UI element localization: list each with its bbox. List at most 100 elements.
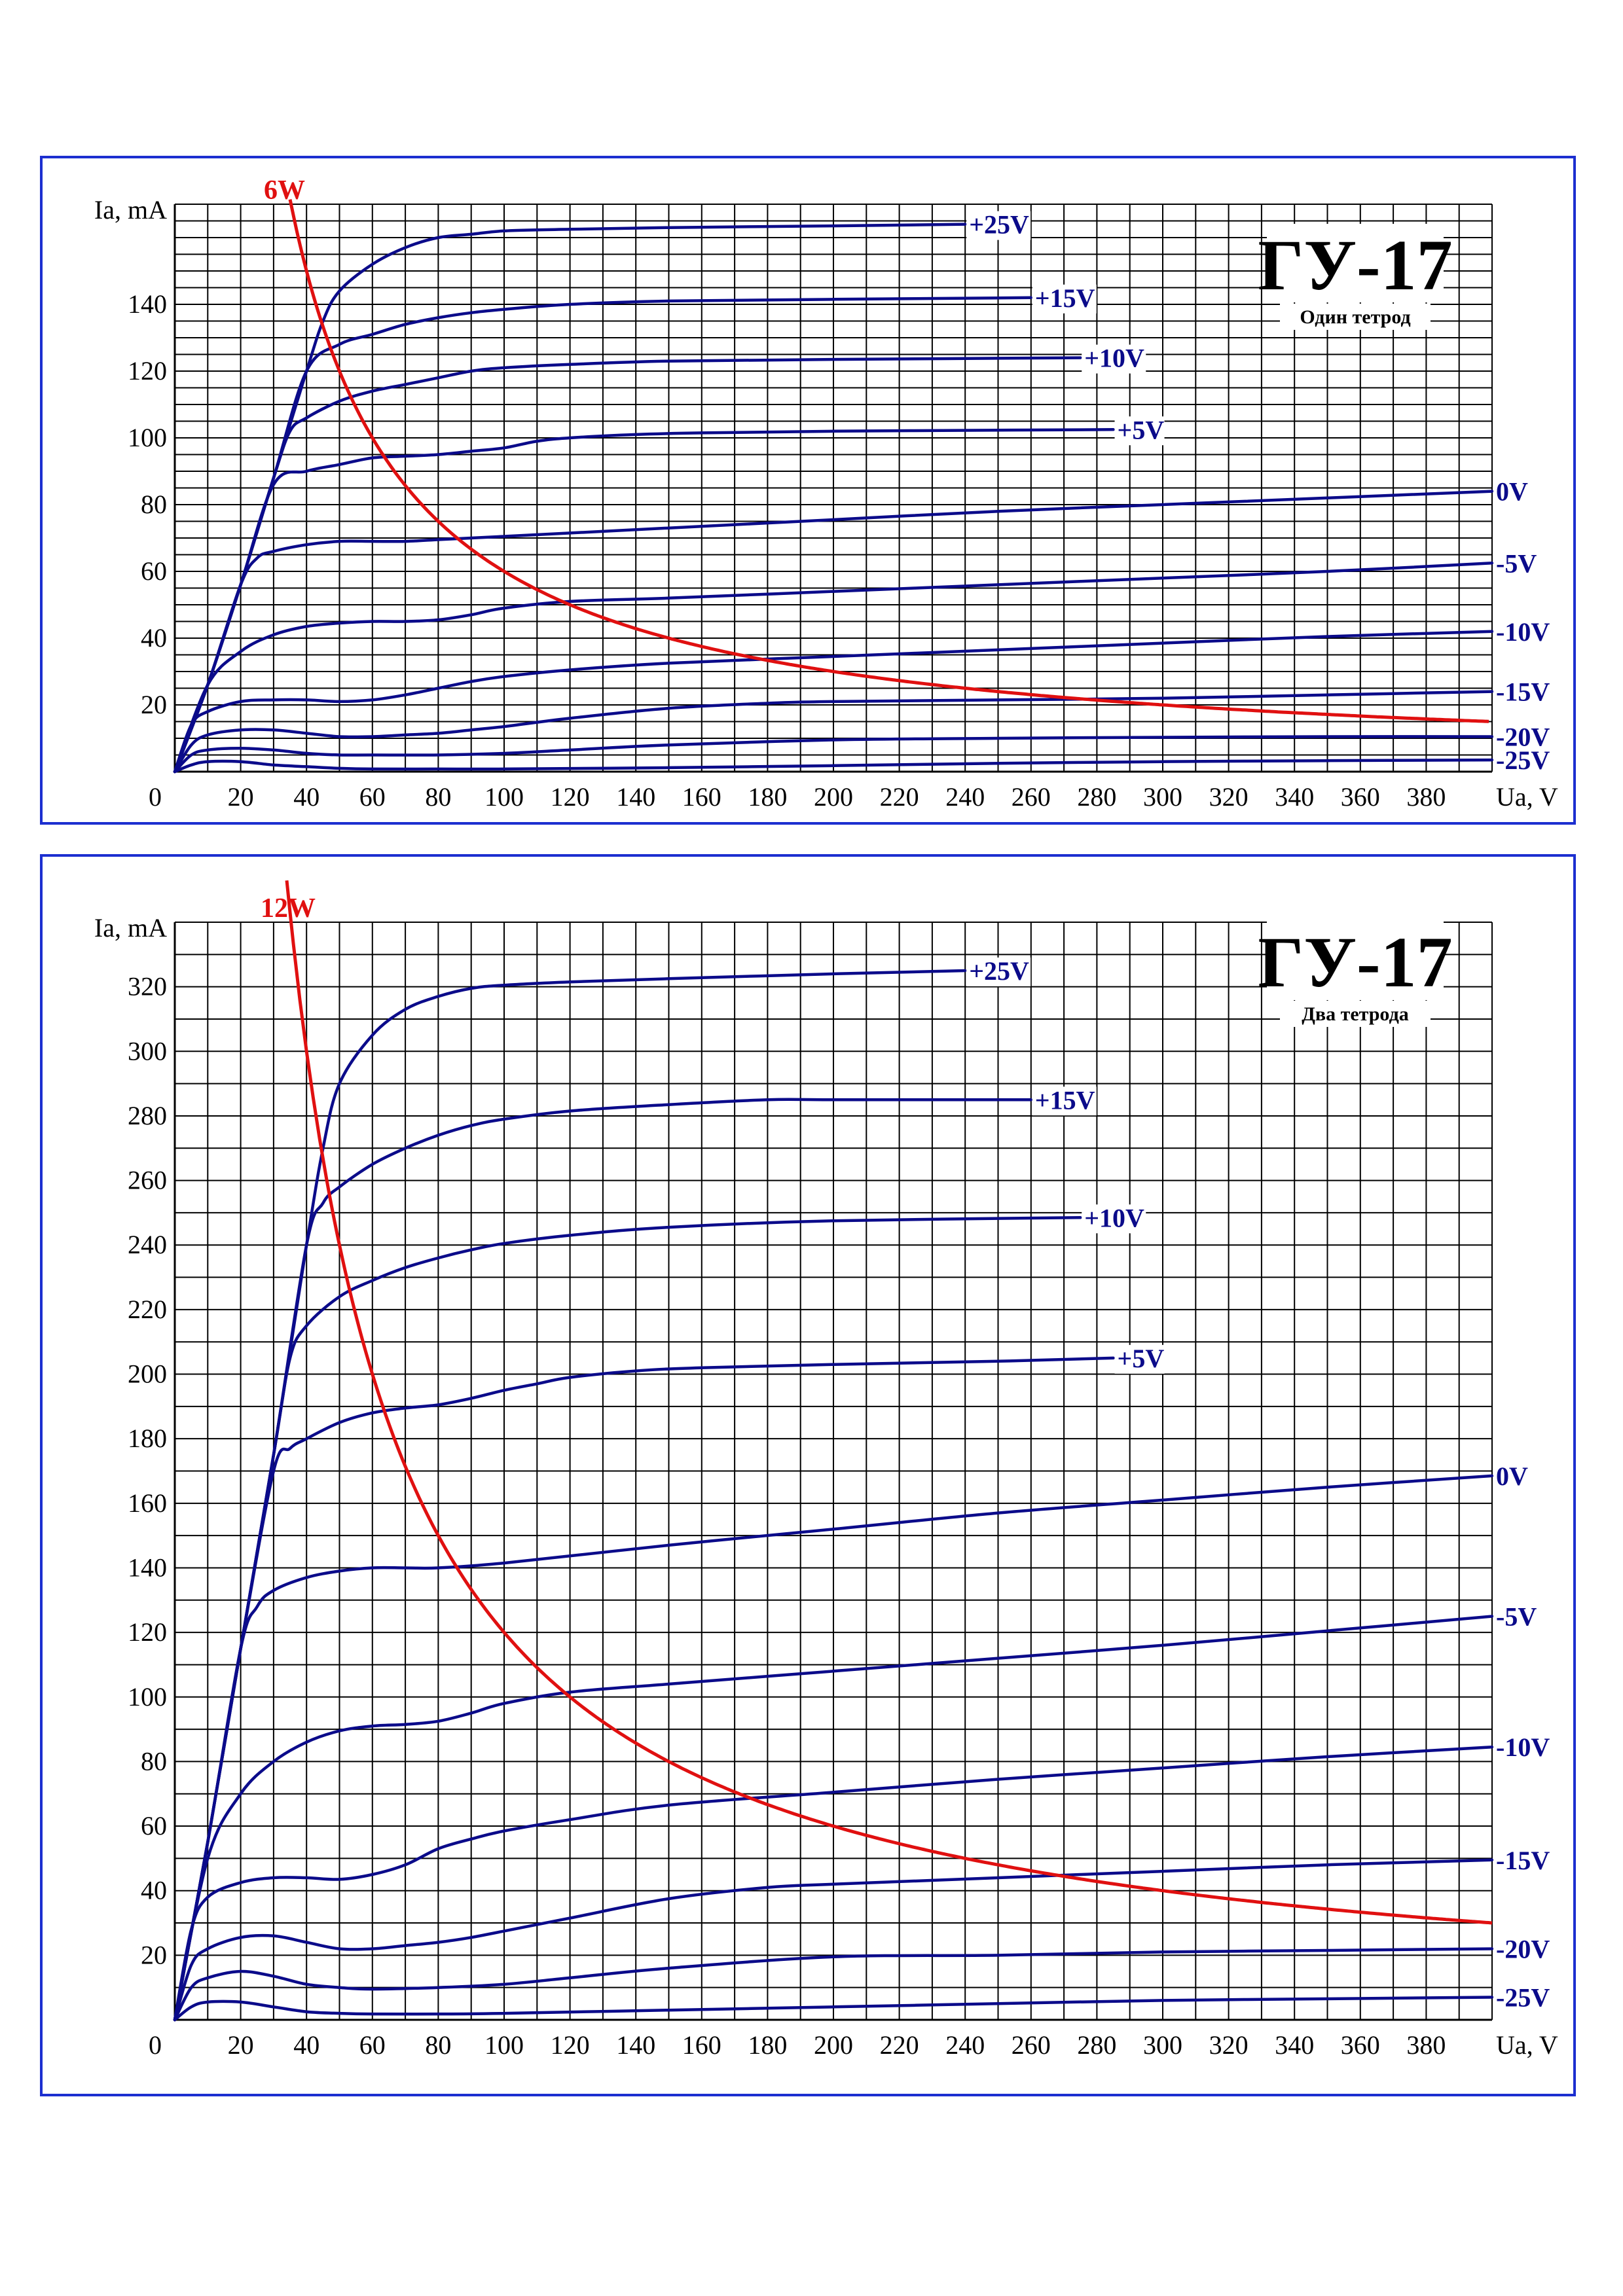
y-tick-label: 180 [128,1424,167,1453]
x-tick-label: 260 [1012,2030,1051,2060]
y-tick-label: 220 [128,1295,167,1324]
series-line-minus20v [173,735,1494,774]
y-tick-label: 100 [128,1682,167,1712]
x-tick-label: 280 [1077,2030,1116,2060]
title-background [1267,224,1444,302]
x-tick-label: 320 [1209,782,1249,812]
y-tick-label: 280 [128,1101,167,1130]
y-tick-label: 140 [128,289,167,319]
curve-label: -25V [1496,745,1550,775]
series-line-minus15v [173,690,1494,774]
y-tick-label: 20 [141,1940,167,1969]
subtitle-background [1280,304,1431,330]
x-tick-label: 100 [484,782,524,812]
x-tick-label: 80 [425,782,451,812]
x-tick-label: 200 [814,782,853,812]
curve-label-background [966,211,1031,240]
x-tick-label: 100 [484,2030,524,2060]
x-tick-label: 360 [1341,2030,1380,2060]
series-line-minus15v [173,1858,1494,2022]
series-line-minus25v [173,1996,1494,2022]
chart-panel-two-tetrodes: 20 40 60 80 100 120 140 160 180 200 220 240 260 280 30… [40,854,1576,2096]
curve-label-background [1493,550,1543,579]
power-curve-label: 12W [261,893,316,924]
y-tick-label: 120 [128,1617,167,1647]
curve-label-background [1493,618,1558,647]
x-tick-label: 380 [1406,782,1446,812]
curve-label: +15V [1035,1085,1095,1115]
y-tick-label: 260 [128,1166,167,1195]
y-tick-label: 60 [141,556,167,586]
x-tick-label: 300 [1143,782,1182,812]
curve-label-background [1114,416,1165,446]
x-tick-label: 60 [359,782,386,812]
curve-label: -25V [1496,1982,1550,2012]
x-tick-label: 80 [425,2030,451,2060]
x-tick-label: 240 [945,2030,985,2060]
curve-label: -20V [1496,722,1550,751]
x-tick-label: 360 [1341,782,1380,812]
series-line-minus10v [173,630,1494,774]
x-tick-label: 300 [1143,2030,1182,2060]
chart-title: ГУ-17 [1258,225,1452,305]
curve-label: -5V [1496,548,1537,578]
x-tick-label: 160 [682,2030,721,2060]
origin-label: 0 [149,2030,162,2060]
curve-label: 0V [1496,477,1528,507]
y-tick-label: 240 [128,1230,167,1259]
curve-label-background [1493,1846,1558,1876]
title-background [1267,922,1444,1000]
curve-label: +25V [969,210,1029,240]
curve-label-background [1082,1204,1146,1234]
x-tick-label: 320 [1209,2030,1249,2060]
curve-label-background [1114,1344,1165,1374]
x-tick-label: 40 [293,782,319,812]
origin-label: 0 [149,782,162,812]
x-tick-label: 140 [616,2030,655,2060]
y-tick-label: 40 [141,623,167,653]
y-tick-label: 40 [141,1876,167,1905]
chart-single-tetrode: 20 40 60 80 100 120 140 160 180 200 220 240 260 280 30… [94,175,1558,812]
y-tick-label: 20 [141,690,167,719]
curve-label: +25V [969,956,1029,986]
series-line-0v [173,490,1494,774]
y-tick-label: 80 [141,1746,167,1776]
curve-label: -15V [1496,677,1550,707]
y-tick-label: 300 [128,1036,167,1066]
y-axis-label: Ia, mA [94,913,167,942]
power-curve-label: 6W [264,175,305,206]
y-tick-label: 120 [128,356,167,386]
curve-label: -20V [1496,1934,1550,1964]
series-line-minus25v [173,758,1494,774]
x-tick-label: 380 [1406,2030,1446,2060]
y-tick-label: 60 [141,1811,167,1840]
x-tick-label: 120 [551,2030,590,2060]
curve-label: +5V [1118,1344,1165,1373]
chart-title: ГУ-17 [1258,922,1452,1002]
curve-label-background [1493,478,1529,507]
curve-label-background [1032,284,1097,314]
curve-label: -5V [1496,1602,1537,1631]
x-tick-label: 160 [682,782,721,812]
x-tick-label: 340 [1275,2030,1314,2060]
curve-label-background [1493,678,1558,708]
curve-label-background [1493,1734,1558,1763]
series-line-minus20v [173,1947,1494,2022]
series-line-minus5v [173,1615,1494,2022]
x-tick-label: 40 [293,2030,319,2060]
curve-label: 0V [1496,1462,1528,1491]
y-tick-label: 160 [128,1488,167,1518]
x-tick-label: 60 [359,2030,386,2060]
y-tick-label: 80 [141,490,167,519]
curve-label-background [1493,1984,1558,2013]
x-tick-label: 280 [1077,782,1116,812]
series-line-plus5v [173,1356,1115,2022]
curve-label: -10V [1496,1732,1550,1762]
y-tick-label: 100 [128,423,167,452]
y-tick-label: 140 [128,1552,167,1582]
curve-label-background [1032,1086,1097,1116]
curve-label-background [1082,344,1146,374]
x-tick-label: 240 [945,782,985,812]
x-axis-label: Ua, V [1496,782,1558,812]
chart-two-tetrodes: 20 40 60 80 100 120 140 160 180 200 220 240 260 280 30… [94,880,1558,2060]
